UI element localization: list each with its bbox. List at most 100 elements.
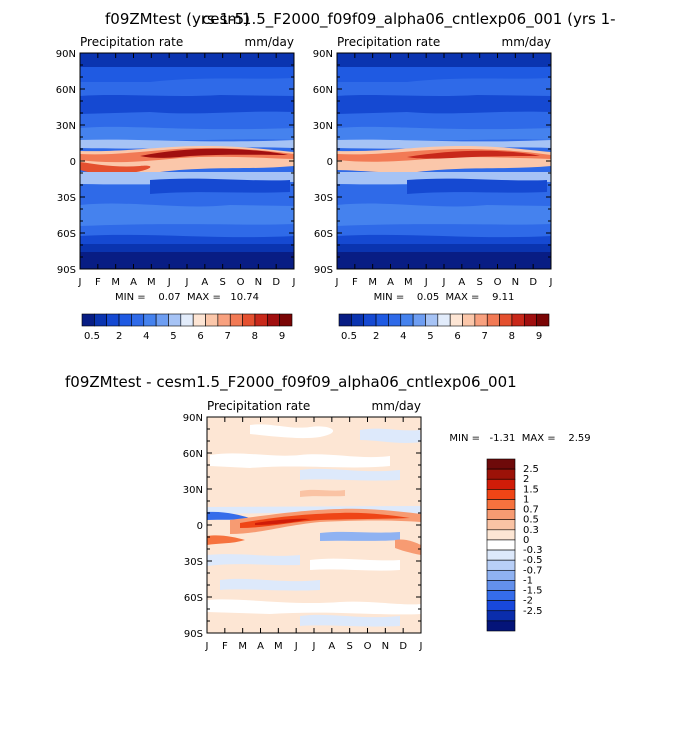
panel-control-stats: MIN = 0.07 MAX = 10.74 <box>115 292 259 303</box>
colorbar-swatch <box>254 313 268 327</box>
colorbar-label: 0.7 <box>523 505 539 516</box>
colorbar-swatch <box>486 600 516 612</box>
colorbar-label: 2 <box>523 474 529 485</box>
colorbar-swatch <box>499 313 513 327</box>
title-control: f09ZMtest (yrs 1-5) <box>105 10 250 28</box>
panel-cntl-left-label: Precipitation rate <box>337 35 440 49</box>
x-tick-label: N <box>255 277 262 288</box>
colorbar-label: 2.5 <box>523 464 539 475</box>
blob-south-dark <box>407 178 547 194</box>
colorbar-swatch <box>279 313 293 327</box>
x-tick-label: J <box>185 277 189 288</box>
x-tick-label: S <box>219 277 225 288</box>
x-tick-label: A <box>328 641 335 652</box>
panel-control: Precipitation rate mm/day 90N 60N 30N 0 30S 6… <box>56 35 296 342</box>
colorbar-label: 6 <box>197 331 203 342</box>
colorbar-swatch <box>106 313 120 327</box>
colorbar-swatch <box>486 539 516 551</box>
band-north-high <box>80 67 294 82</box>
itcz-diff-core <box>240 512 410 528</box>
y-tick-label: 90N <box>183 413 203 424</box>
red-east-south <box>395 539 421 555</box>
colorbar-swatch <box>486 489 516 500</box>
panel-cntl-units: mm/day <box>502 35 552 49</box>
colorbar-swatch <box>425 313 439 327</box>
panel-cntl-field <box>337 53 551 269</box>
x-tick-label: J <box>442 277 446 288</box>
y-tick-label: 30S <box>314 193 333 204</box>
colorbar-label: 8 <box>509 331 515 342</box>
y-tick-label: 60N <box>313 85 333 96</box>
panel-diff-colorbar: 2.521.510.70.50.30-0.3-0.5-0.7-1-1.5-2-2… <box>486 458 543 632</box>
colorbar-swatch <box>192 313 206 327</box>
y-tick-label: 90S <box>57 265 76 276</box>
x-tick-label: A <box>458 277 465 288</box>
colorbar-swatch <box>412 313 426 327</box>
panel-diff-left-label: Precipitation rate <box>207 399 310 413</box>
colorbar-label: 0.5 <box>523 515 539 526</box>
y-tick-label: 30N <box>183 485 203 496</box>
panel-cntl-yaxis: 90N 60N 30N 0 30S 60S 90S <box>313 49 551 276</box>
panel-diff-field <box>207 417 421 633</box>
red-west-south <box>207 535 245 545</box>
panel-control-field <box>80 53 294 269</box>
itcz-core <box>140 148 288 158</box>
colorbar-swatch <box>486 590 516 601</box>
panel-control-colorbar: 0.5 2 4 5 6 7 8 9 <box>81 313 293 342</box>
blob-sub-north <box>80 126 294 141</box>
colorbar-label: -0.3 <box>523 545 543 556</box>
blue-patch-n1 <box>360 428 421 443</box>
panel-diff: Precipitation rate mm/day 90N 60N 30N 0 30S 6… <box>183 399 591 652</box>
colorbar-swatch <box>486 468 516 480</box>
colorbar-label: 0.5 <box>341 331 357 342</box>
x-tick-label: A <box>130 277 137 288</box>
colorbar-swatch <box>338 313 352 327</box>
x-tick-label: S <box>346 641 352 652</box>
x-tick-label: S <box>476 277 482 288</box>
colorbar-swatch <box>229 313 243 327</box>
band-south-pole-2 <box>80 244 294 252</box>
y-tick-label: 0 <box>197 521 203 532</box>
x-tick-label: O <box>494 277 502 288</box>
blob-sub-north-light <box>80 139 294 149</box>
blue-patch-s1 <box>207 554 300 566</box>
title-cntl: cesm1.5_F2000_f09f09_alpha06_cntlexp06_0… <box>202 10 616 29</box>
colorbar-swatch <box>486 569 516 581</box>
colorbar-swatch <box>486 610 516 622</box>
colorbar-swatch <box>449 313 463 327</box>
colorbar-label: 5 <box>170 331 176 342</box>
colorbar-label: 1.5 <box>523 484 539 495</box>
colorbar-label: 5 <box>427 331 433 342</box>
colorbar-label: 0.3 <box>523 525 539 536</box>
blob-north-mid <box>337 95 551 114</box>
x-tick-label: A <box>257 641 264 652</box>
y-tick-label: 30N <box>56 121 76 132</box>
colorbar-label: 0 <box>523 535 529 546</box>
colorbar-swatch <box>536 313 550 327</box>
itcz-core <box>407 150 540 159</box>
colorbar-swatch <box>168 313 182 327</box>
colorbar-label: 9 <box>279 331 285 342</box>
sh-convergence <box>80 162 151 175</box>
colorbar-swatch <box>388 313 402 327</box>
colorbar-swatch <box>486 458 516 470</box>
itcz-diff-peak <box>255 518 310 525</box>
colorbar-swatch <box>486 313 500 327</box>
x-tick-label: F <box>95 277 101 288</box>
colorbar-swatch <box>400 313 414 327</box>
colorbar-label: 8 <box>252 331 258 342</box>
x-tick-label: J <box>549 277 553 288</box>
x-tick-label: A <box>201 277 208 288</box>
colorbar-swatch <box>266 313 280 327</box>
colorbar-swatch <box>474 313 488 327</box>
colorbar-label: 2 <box>373 331 379 342</box>
panel-control-units: mm/day <box>245 35 295 49</box>
panel-diff-stats: MIN = -1.31 MAX = 2.59 <box>449 433 590 444</box>
colorbar-label: 4 <box>143 331 149 342</box>
colorbar-label: 7 <box>482 331 488 342</box>
colorbar-swatch <box>486 509 516 521</box>
colorbar-label: -1 <box>523 575 533 586</box>
x-tick-label: M <box>111 277 120 288</box>
colorbar-swatch <box>437 313 451 327</box>
